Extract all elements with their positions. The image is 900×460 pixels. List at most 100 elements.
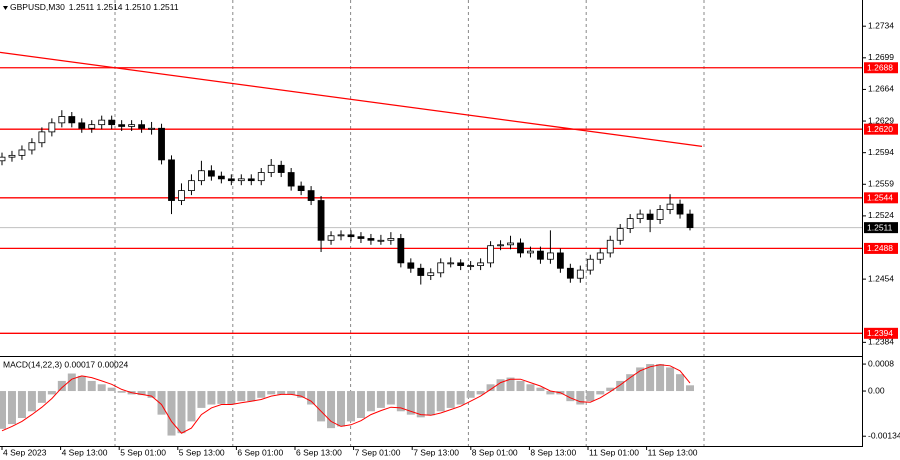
current-price-box [864, 222, 898, 234]
macd-bar [327, 391, 336, 429]
macd-bar [147, 391, 156, 398]
macd-bar [396, 391, 405, 412]
macd-bar [7, 391, 16, 425]
macd-bar [566, 391, 575, 402]
macd-bar [416, 391, 425, 418]
macd-bar [496, 379, 505, 392]
level-label-box [864, 242, 898, 254]
macd-bar [406, 391, 415, 415]
candle-body [576, 269, 584, 279]
candle-body [18, 149, 26, 156]
level-label-box [864, 62, 898, 74]
candle-body [347, 234, 355, 238]
candle-body [307, 190, 315, 201]
candle-body [207, 170, 215, 177]
candle-body [118, 124, 126, 127]
level-label: 1.2488 [867, 243, 893, 253]
macd-bar [227, 391, 236, 405]
candle-body [178, 190, 185, 201]
candle-body [287, 172, 295, 187]
candle-body [158, 127, 165, 161]
candle-body [8, 154, 16, 158]
x-tick-label: 5 Sep 01:00 [120, 447, 166, 457]
level-label: 1.2688 [867, 62, 893, 72]
y-tick-label: 1.2454 [868, 273, 894, 283]
macd-bar [257, 391, 266, 398]
candle-body [507, 242, 514, 246]
candle-body [337, 234, 345, 237]
x-tick-label: 6 Sep 13:00 [296, 447, 342, 457]
macd-bar [117, 391, 126, 393]
candle-body [397, 238, 405, 264]
candle-body [277, 164, 285, 173]
macd-bar [197, 391, 206, 408]
candle-body [407, 262, 415, 269]
candle-body [148, 127, 155, 130]
y-tick-label: -0.00134 [868, 430, 900, 440]
level-label-box [864, 123, 898, 135]
macd-bar [97, 384, 106, 392]
y-tick-label: 1.2559 [868, 179, 894, 189]
macd-bar [47, 391, 56, 395]
macd-bar [67, 373, 76, 392]
level-label: 1.2620 [867, 124, 893, 134]
candle-body [437, 262, 445, 274]
candle-body [267, 164, 275, 173]
candle-body [98, 119, 106, 126]
candle-body [447, 262, 455, 265]
candle-body [28, 142, 36, 151]
x-tick-label: 11 Sep 01:00 [589, 447, 639, 457]
candle-body [596, 252, 604, 260]
x-tick-label: 8 Sep 01:00 [472, 447, 518, 457]
trendline [0, 51, 703, 147]
candle-body [188, 180, 195, 191]
macd-bar [626, 374, 635, 392]
macd-bar [17, 391, 26, 419]
macd-signal-line [1, 364, 691, 434]
macd-bar [77, 375, 86, 392]
macd-bar [506, 377, 515, 392]
macd-bar [676, 374, 685, 392]
candle-body [38, 131, 46, 144]
candle-body [247, 178, 255, 182]
y-tick-label: 1.2384 [868, 337, 894, 347]
macd-bar [297, 391, 306, 398]
macd-bar [536, 387, 545, 392]
x-tick-label: 8 Sep 13:00 [530, 447, 576, 457]
macd-bar [87, 380, 96, 392]
y-tick-label: 0.0008 [868, 358, 894, 368]
y-tick-label: 1.2734 [868, 20, 894, 30]
ohlc-text: 1.2511 1.2514 1.2510 1.2511 [69, 2, 179, 12]
x-tick-label: 7 Sep 01:00 [355, 447, 401, 457]
macd-bar [207, 391, 216, 405]
macd-bar [456, 391, 465, 405]
macd-bar [337, 391, 346, 427]
candle-body [547, 252, 554, 260]
y-tick-label: 1.2594 [868, 147, 894, 157]
candle-body [88, 124, 96, 129]
candle-body [586, 258, 594, 271]
candle-body [257, 172, 265, 182]
macd-bar [287, 391, 296, 395]
macd-bar [636, 367, 645, 392]
macd-bar [656, 364, 665, 392]
candle-body [517, 242, 524, 254]
macd-bar [356, 391, 365, 419]
candle-body [377, 239, 385, 242]
x-tick-label: 11 Sep 13:00 [648, 447, 698, 457]
candle-body [237, 178, 245, 182]
candle-body [387, 238, 395, 241]
candle-body [227, 178, 235, 182]
macd-bar [436, 391, 445, 412]
y-tick-label: 0.00 [868, 385, 885, 395]
candle-body [556, 252, 564, 269]
candle-body [676, 203, 684, 215]
macd-bar [586, 391, 595, 402]
x-tick-label: 7 Sep 13:00 [413, 447, 459, 457]
macd-bar [346, 391, 355, 422]
candle-body [527, 250, 534, 254]
x-tick-label: 5 Sep 13:00 [179, 447, 225, 457]
macd-bar [546, 391, 555, 395]
macd-bar [217, 391, 226, 404]
macd-bar [317, 391, 326, 422]
